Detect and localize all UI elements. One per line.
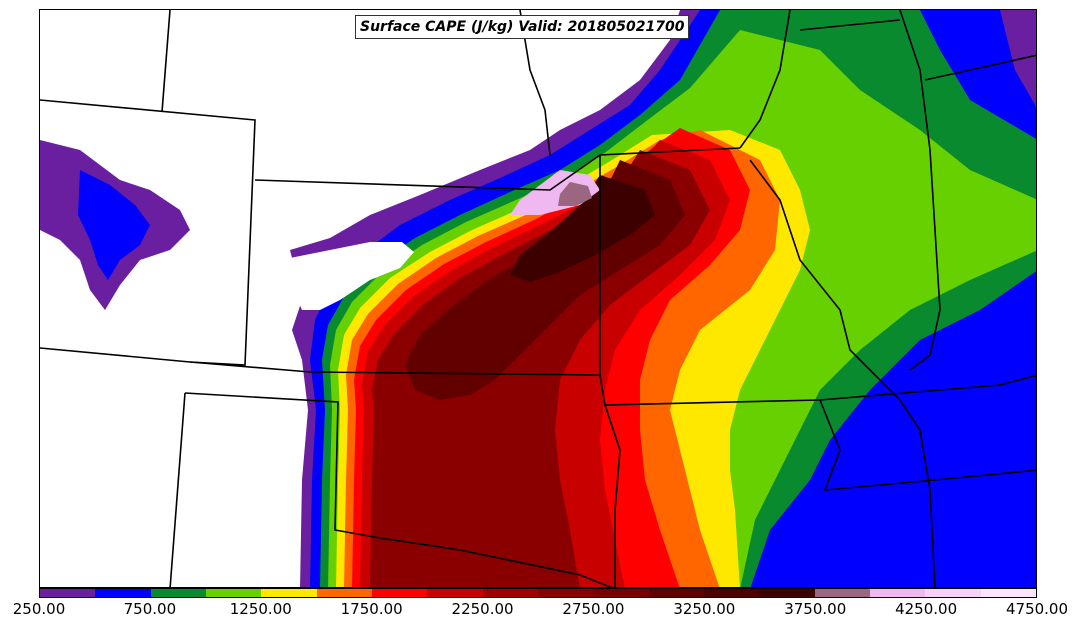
colorbar-segment	[95, 589, 151, 597]
colorbar-tick-label: 2250.00	[451, 600, 514, 618]
colorbar-tick-label: 1250.00	[229, 600, 292, 618]
colorbar-tick-label: 1750.00	[340, 600, 403, 618]
colorbar-tick-label: 4750.00	[1005, 600, 1069, 618]
colorbar-segment	[759, 589, 815, 597]
cape-region-peak	[510, 175, 655, 282]
map-area	[39, 9, 1037, 588]
colorbar-segment	[814, 589, 870, 597]
colorbar-segment	[980, 589, 1036, 597]
colorbar-segment	[205, 589, 262, 597]
cape-region-nw-inner	[78, 170, 150, 280]
state-borders	[40, 10, 1036, 587]
colorbar	[39, 588, 1037, 598]
low-cape-strip	[280, 242, 414, 310]
colorbar-segment	[371, 589, 428, 597]
cape-contour-map	[40, 10, 1036, 587]
colorbar-segment	[648, 589, 704, 597]
map-title: Surface CAPE (J/kg) Valid: 201805021700	[360, 19, 685, 35]
colorbar-tick-label: 250.00	[12, 600, 66, 618]
colorbar-segment	[150, 589, 206, 597]
colorbar-segment	[316, 589, 372, 597]
colorbar-tick-label: 750.00	[123, 600, 177, 618]
colorbar-segment	[537, 589, 594, 597]
colorbar-segment	[869, 589, 926, 597]
colorbar-segment	[427, 589, 483, 597]
colorbar-tick-labels: 250.00 750.00 1250.00 1750.00 2250.00 2750.00…	[0, 600, 1081, 624]
colorbar-segment	[925, 589, 981, 597]
colorbar-tick-label: 2750.00	[562, 600, 625, 618]
colorbar-segment	[593, 589, 649, 597]
colorbar-segment	[40, 589, 96, 597]
colorbar-tick-label: 3750.00	[784, 600, 847, 618]
colorbar-tick-label: 3250.00	[673, 600, 736, 618]
colorbar-segment	[703, 589, 760, 597]
cape-region-mauve	[558, 182, 592, 206]
colorbar-segment	[261, 589, 317, 597]
colorbar-segment	[482, 589, 538, 597]
colorbar-tick-label: 4250.00	[895, 600, 958, 618]
map-title-box: Surface CAPE (J/kg) Valid: 201805021700	[355, 15, 690, 39]
